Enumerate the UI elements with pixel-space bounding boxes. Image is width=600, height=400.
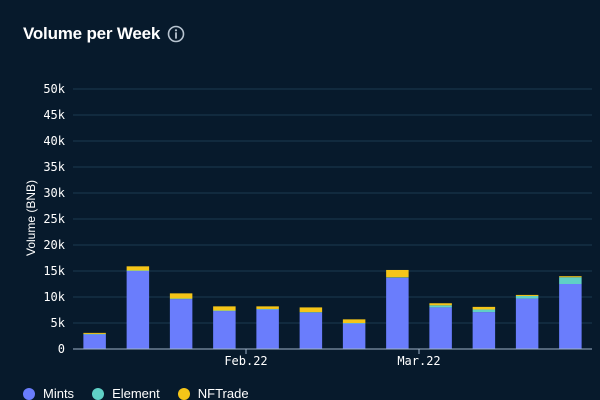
bar-nftrade[interactable] [299, 307, 323, 313]
bar-nftrade[interactable] [342, 319, 366, 323]
legend-item-nftrade[interactable]: NFTrade [177, 386, 249, 400]
legend-label: Element [112, 386, 160, 400]
x-tick-label: Mar.22 [397, 354, 440, 368]
bars [83, 266, 582, 349]
bar-element[interactable] [429, 305, 452, 308]
bar-mints[interactable] [515, 298, 539, 349]
y-tick-label: 15k [43, 264, 65, 278]
y-tick-label: 5k [51, 316, 66, 330]
bar-nftrade[interactable] [169, 293, 193, 299]
chart-header: Volume per Week [23, 24, 186, 44]
bar-mints[interactable] [126, 271, 150, 349]
bar-mints[interactable] [429, 307, 452, 349]
bar-mints[interactable] [342, 323, 366, 349]
axes [73, 348, 592, 354]
bar-mints[interactable] [386, 277, 409, 349]
bar-mints[interactable] [83, 334, 106, 349]
bar-nftrade[interactable] [213, 306, 236, 311]
legend-dot [23, 387, 35, 400]
chart-legend: Mints Element NFTrade [23, 386, 249, 400]
bar-element[interactable] [126, 270, 150, 271]
bar-nftrade[interactable] [83, 332, 106, 334]
y-tick-label: 0 [58, 342, 65, 356]
bar-mints[interactable] [472, 312, 496, 349]
bar-element[interactable] [515, 295, 539, 299]
bar-element[interactable] [342, 323, 366, 324]
bar-mints[interactable] [169, 299, 193, 349]
bar-element[interactable] [213, 310, 236, 312]
bar-nftrade[interactable] [256, 306, 279, 309]
bar-nftrade[interactable] [429, 303, 452, 306]
y-tick-label: 45k [43, 108, 65, 122]
bar-nftrade[interactable] [515, 294, 539, 296]
y-tick-label: 40k [43, 134, 65, 148]
y-tick-label: 30k [43, 186, 65, 200]
legend-item-element[interactable]: Element [92, 386, 160, 400]
y-tick-label: 25k [43, 212, 65, 226]
bar-element[interactable] [386, 277, 409, 278]
y-tick-label: 50k [43, 82, 65, 96]
bar-element[interactable] [169, 298, 193, 300]
legend-item-mints[interactable]: Mints [23, 386, 74, 400]
x-tick-label: Feb.22 [224, 354, 267, 368]
bar-mints[interactable] [559, 284, 582, 349]
legend-label: NFTrade [197, 386, 249, 400]
bar-element[interactable] [559, 277, 582, 284]
tick-labels: 0 5k 10k 15k 20k 25k 30k 35k 40k 45k 50k Feb.22 Mar.… [43, 82, 440, 368]
y-tick-label: 35k [43, 160, 65, 174]
bar-element[interactable] [256, 308, 279, 310]
bar-element[interactable] [472, 309, 496, 313]
info-icon[interactable] [166, 24, 186, 44]
bar-element[interactable] [83, 333, 106, 335]
bar-nftrade[interactable] [126, 266, 150, 271]
bar-nftrade[interactable] [559, 276, 582, 278]
bar-mints[interactable] [299, 312, 323, 349]
legend-dot [177, 387, 190, 400]
legend-dot [92, 387, 105, 400]
y-tick-label: 20k [43, 238, 65, 252]
chart-title: Volume per Week [23, 24, 161, 43]
bar-nftrade[interactable] [472, 306, 496, 310]
bar-mints[interactable] [256, 309, 279, 349]
bar-element[interactable] [299, 312, 323, 313]
y-tick-label: 10k [43, 290, 65, 304]
grid-lines [73, 88, 592, 324]
y-axis-title: Volume (BNB) [24, 180, 38, 256]
legend-label: Mints [43, 386, 75, 400]
bar-mints[interactable] [213, 311, 236, 349]
bar-nftrade[interactable] [386, 269, 409, 278]
